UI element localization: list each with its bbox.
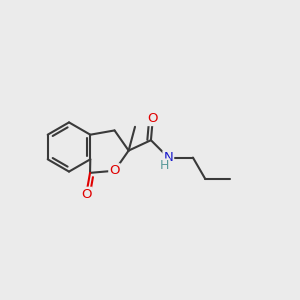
Text: O: O (109, 164, 120, 177)
Text: H: H (160, 160, 169, 172)
Text: O: O (81, 188, 92, 201)
Text: O: O (148, 112, 158, 125)
Text: N: N (164, 151, 173, 164)
